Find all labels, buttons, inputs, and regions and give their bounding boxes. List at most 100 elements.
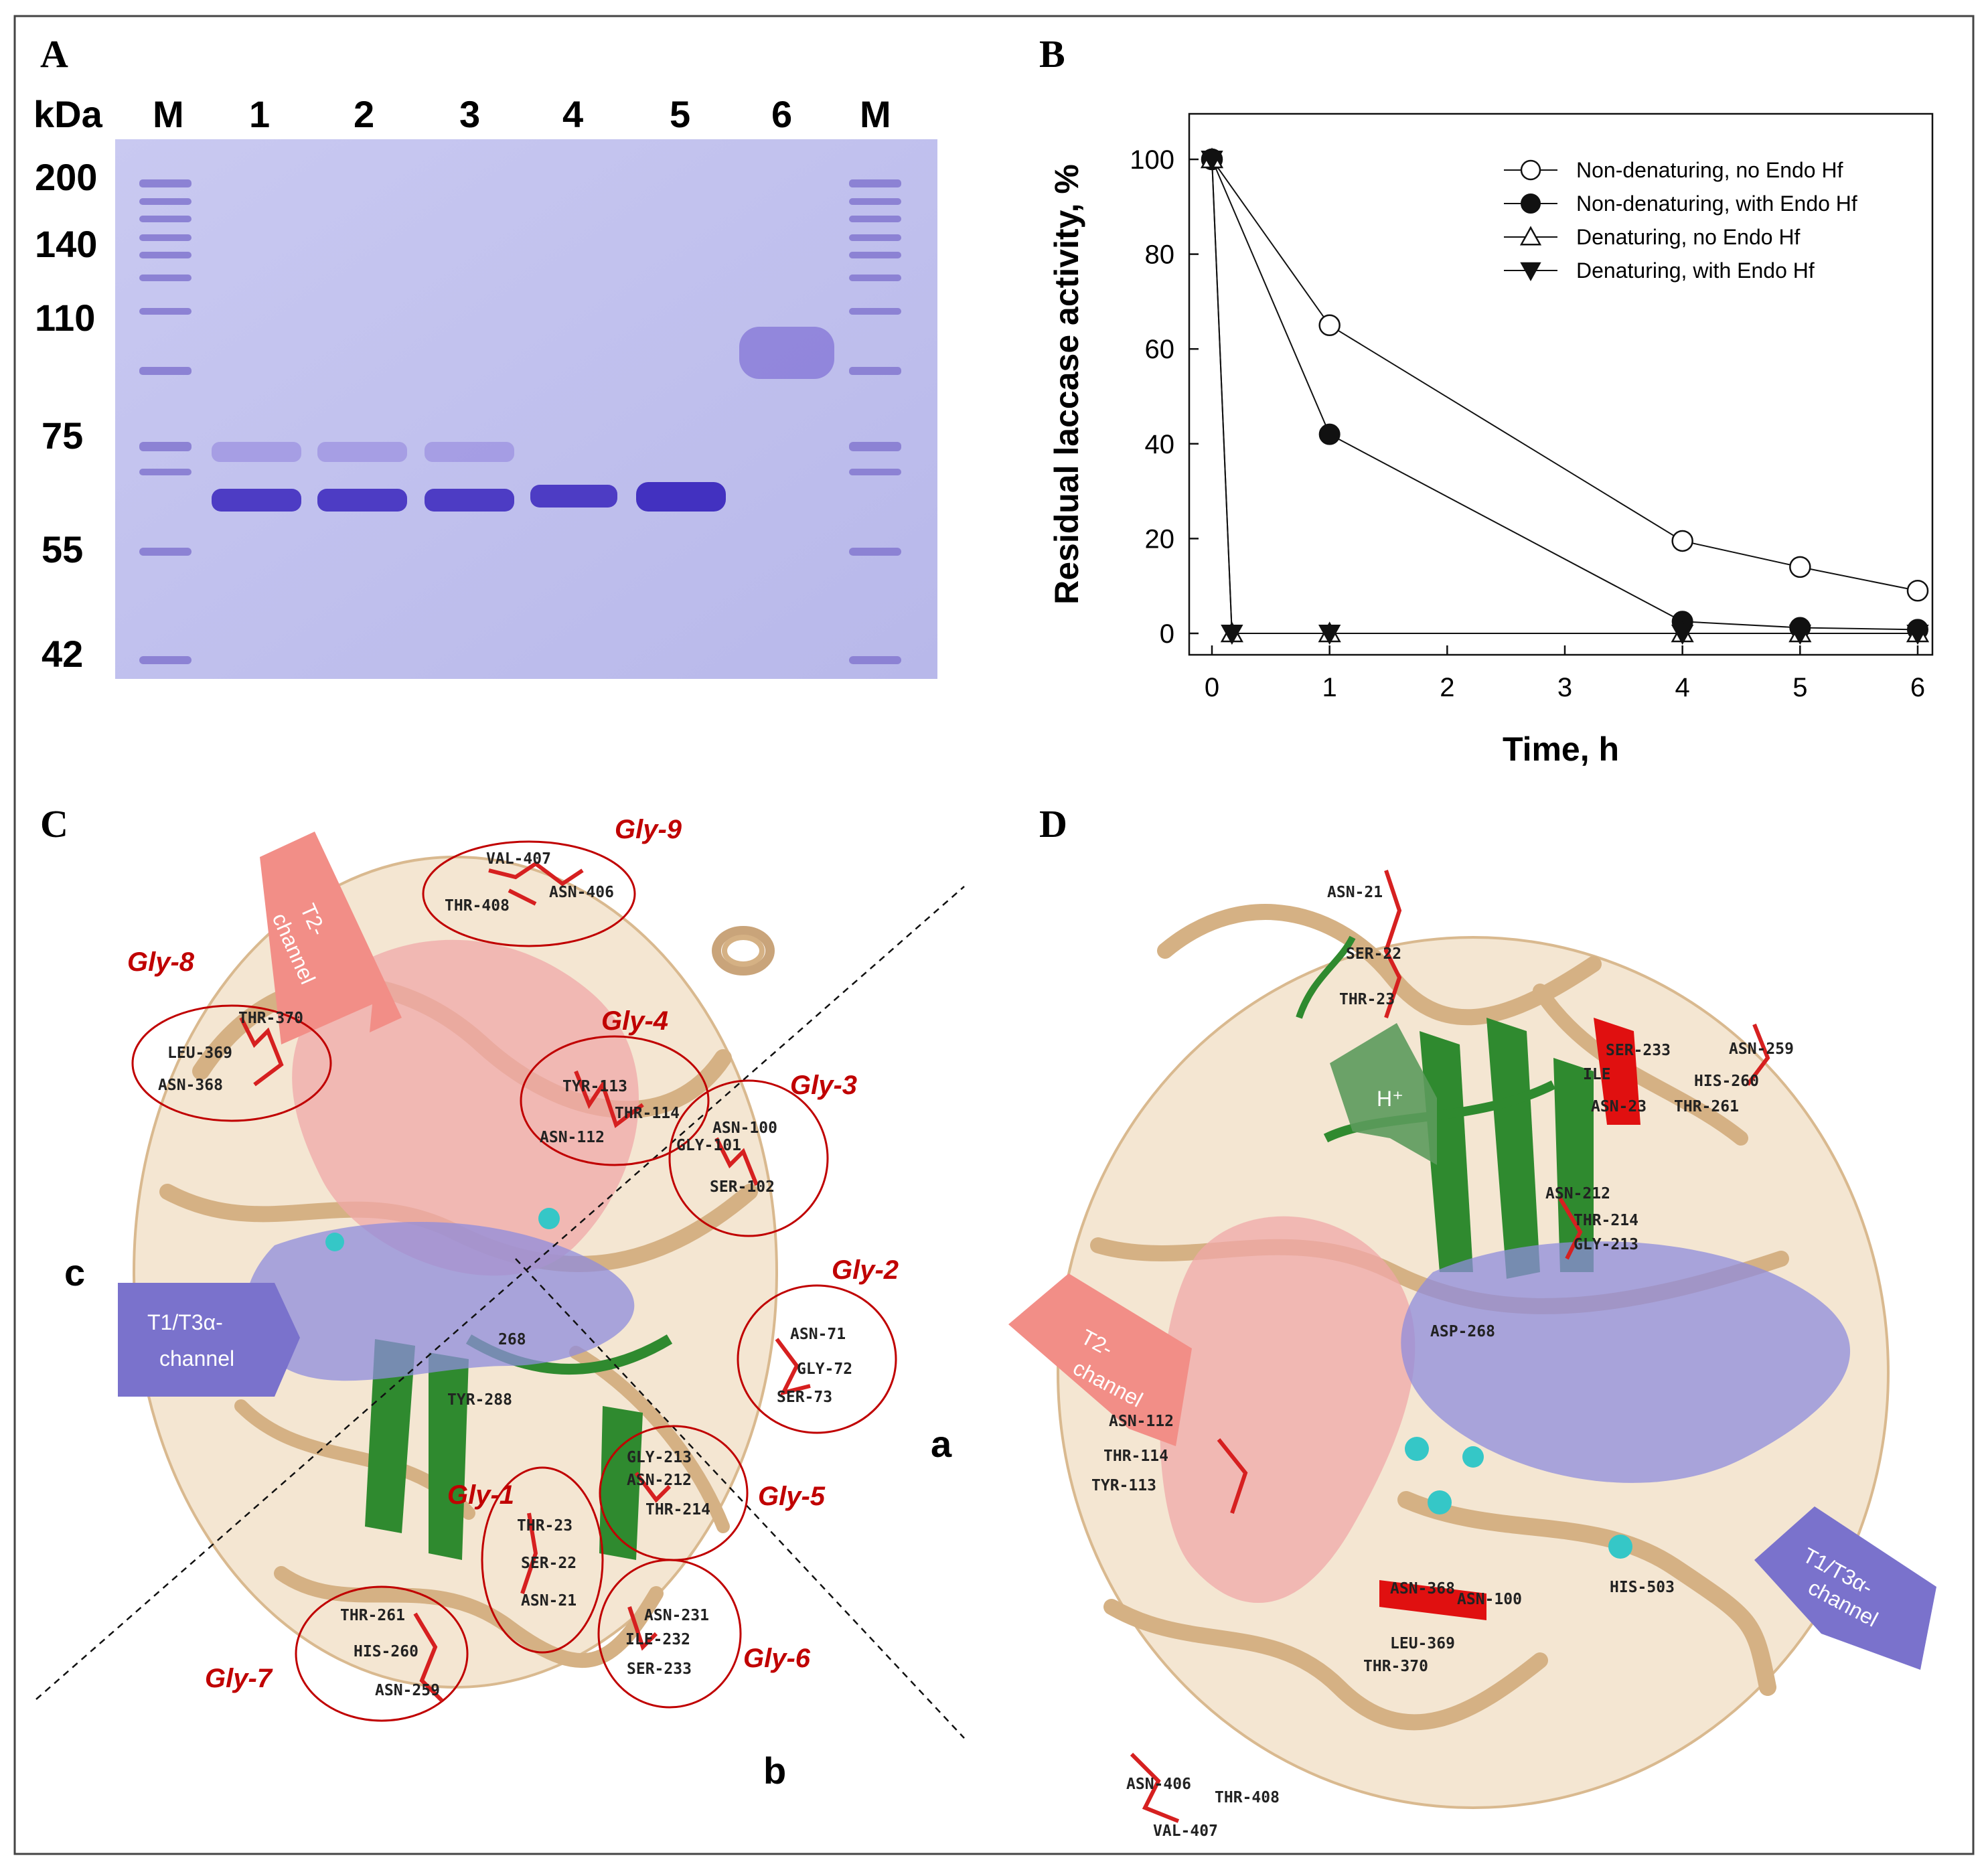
data-point (1201, 151, 1223, 171)
panel-a: A kDa M 1 2 3 4 5 6 M (33, 32, 937, 679)
svg-text:SER-22: SER-22 (521, 1555, 577, 1572)
svg-text:THR-114: THR-114 (615, 1105, 680, 1122)
residue-tyr-288-c: TYR-288 (447, 1391, 512, 1409)
y-axis-title: Residual laccase activity, % (1048, 164, 1085, 605)
x-tick-label: 0 (1205, 673, 1219, 702)
residue-labels-d: ASN-21 SER-22 THR-23 SER-233 ILE ASN-23 … (1091, 884, 1794, 1840)
t2-channel-arrow-c: T2- channel (260, 832, 402, 1044)
svg-text:ASN-368: ASN-368 (158, 1077, 223, 1094)
region-a: a (931, 1423, 952, 1465)
x-axis-ticks: 0 1 2 3 4 5 6 (1205, 645, 1925, 702)
protein-ribbon-d (1057, 904, 1890, 1809)
svg-text:HIS-260: HIS-260 (354, 1643, 418, 1660)
gly-5-site: Gly-5 GLY-213 ASN-212 THR-214 (599, 1425, 826, 1561)
lane-label-m-left: M (153, 93, 184, 135)
x-tick-label: 6 (1910, 673, 1925, 702)
t1-channel-arrow-c: T1/T3α- channel (118, 1283, 300, 1397)
svg-text:ASN-259: ASN-259 (1729, 1040, 1794, 1058)
svg-text:SER-102: SER-102 (710, 1178, 775, 1196)
svg-text:ASN-212: ASN-212 (1545, 1185, 1610, 1202)
gly-9-site: Gly-9 VAL-407 THR-408 ASN-406 (422, 815, 682, 947)
y-axis-ticks: 0 20 40 60 80 100 (1130, 145, 1199, 649)
svg-text:ASN-100: ASN-100 (1457, 1591, 1522, 1608)
region-c: c (64, 1251, 85, 1294)
series-1 (1201, 148, 1929, 602)
marker-140: 140 (35, 223, 97, 265)
plot-area-frame (1188, 112, 1934, 656)
t2-channel-arrow-d: T2- channel (1008, 1273, 1192, 1446)
marker-75: 75 (42, 414, 83, 457)
residue-268-c: 268 (498, 1331, 526, 1348)
y-tick-label: 0 (1160, 619, 1174, 649)
gly-3-site: Gly-3 ASN-100 GLY-101 SER-102 (668, 1071, 857, 1237)
series-line (1211, 159, 1918, 634)
data-point (1671, 530, 1693, 552)
svg-text:HIS-260: HIS-260 (1694, 1073, 1759, 1090)
gly-6-site: Gly-6 ASN-231 ILE-232 SER-233 (597, 1559, 811, 1709)
marker-110: 110 (35, 297, 95, 339)
panel-d-letter: D (1039, 802, 1067, 846)
series-line (1211, 159, 1918, 592)
protein-ribbon-c (133, 856, 778, 1689)
svg-text:THR-114: THR-114 (1103, 1448, 1168, 1465)
svg-text:Gly-7: Gly-7 (205, 1664, 273, 1693)
svg-text:THR-214: THR-214 (1574, 1212, 1638, 1229)
svg-text:HIS-503: HIS-503 (1610, 1579, 1675, 1596)
svg-text:THR-370: THR-370 (238, 1010, 303, 1027)
x-tick-label: 2 (1440, 673, 1454, 702)
svg-text:Gly-3: Gly-3 (790, 1071, 857, 1100)
data-point (1789, 556, 1811, 578)
svg-text:SER-233: SER-233 (627, 1660, 692, 1678)
figure-frame (13, 15, 1975, 1855)
data-point (1788, 625, 1812, 645)
data-point (1906, 625, 1929, 645)
lane-label-1: 1 (249, 93, 270, 135)
svg-text:ASN-259: ASN-259 (375, 1682, 440, 1699)
svg-text:GLY-213: GLY-213 (1574, 1236, 1638, 1253)
residue-sticks-d (1130, 870, 1770, 1823)
legend-label: Denaturing, with Endo Hf (1576, 258, 1815, 283)
svg-text:THR-23: THR-23 (1339, 991, 1395, 1008)
divider-line-1 (35, 886, 965, 1700)
svg-text:Gly-8: Gly-8 (127, 947, 195, 977)
x-axis-title: Time, h (1503, 730, 1619, 768)
svg-text:SER-22: SER-22 (1346, 945, 1401, 963)
svg-text:THR-23: THR-23 (517, 1517, 572, 1535)
svg-text:Gly-5: Gly-5 (758, 1482, 826, 1511)
sample-bands (212, 327, 834, 512)
svg-text:ASN-406: ASN-406 (549, 884, 614, 901)
y-tick-label: 40 (1145, 430, 1175, 459)
chart-legend: Non-denaturing, no Endo Hf Non-denaturing… (1504, 158, 1857, 283)
gel-image (115, 139, 937, 679)
svg-text:ASN-112: ASN-112 (1109, 1413, 1174, 1430)
svg-text:LEU-369: LEU-369 (1390, 1635, 1455, 1652)
svg-text:ASN-71: ASN-71 (790, 1326, 846, 1343)
y-tick-label: 80 (1145, 240, 1175, 270)
lane-label-m-right: M (860, 93, 891, 135)
data-point (1221, 625, 1243, 645)
divider-line-2 (515, 1258, 965, 1739)
x-tick-label: 1 (1322, 673, 1337, 702)
lane-label-3: 3 (459, 93, 480, 135)
lane-label-2: 2 (354, 93, 374, 135)
svg-text:ASN-21: ASN-21 (1327, 884, 1383, 901)
svg-text:ASN-112: ASN-112 (540, 1129, 605, 1146)
legend-marker (1519, 226, 1542, 246)
svg-text:SER-73: SER-73 (777, 1389, 832, 1406)
svg-text:Gly-4: Gly-4 (601, 1006, 668, 1036)
svg-text:GLY-213: GLY-213 (627, 1449, 692, 1466)
legend-label: Non-denaturing, with Endo Hf (1576, 191, 1857, 216)
svg-text:Gly-6: Gly-6 (743, 1644, 811, 1673)
svg-text:Gly-9: Gly-9 (615, 815, 682, 844)
proton-channel-arrow-d: H⁺ (1330, 1023, 1437, 1165)
svg-text:Gly-2: Gly-2 (832, 1255, 899, 1285)
svg-text:VAL-407: VAL-407 (1153, 1822, 1218, 1840)
svg-text:H⁺: H⁺ (1377, 1087, 1403, 1111)
legend-label: Non-denaturing, no Endo Hf (1576, 158, 1843, 182)
legend-item-3: Denaturing, no Endo Hf (1504, 225, 1801, 249)
panel-c: C a b c (35, 802, 965, 1792)
gly-4-site: Gly-4 TYR-113 THR-114 ASN-112 (520, 1006, 710, 1166)
legend-marker (1520, 159, 1541, 181)
lane-label-6: 6 (771, 93, 792, 135)
series-3 (1200, 147, 1930, 643)
